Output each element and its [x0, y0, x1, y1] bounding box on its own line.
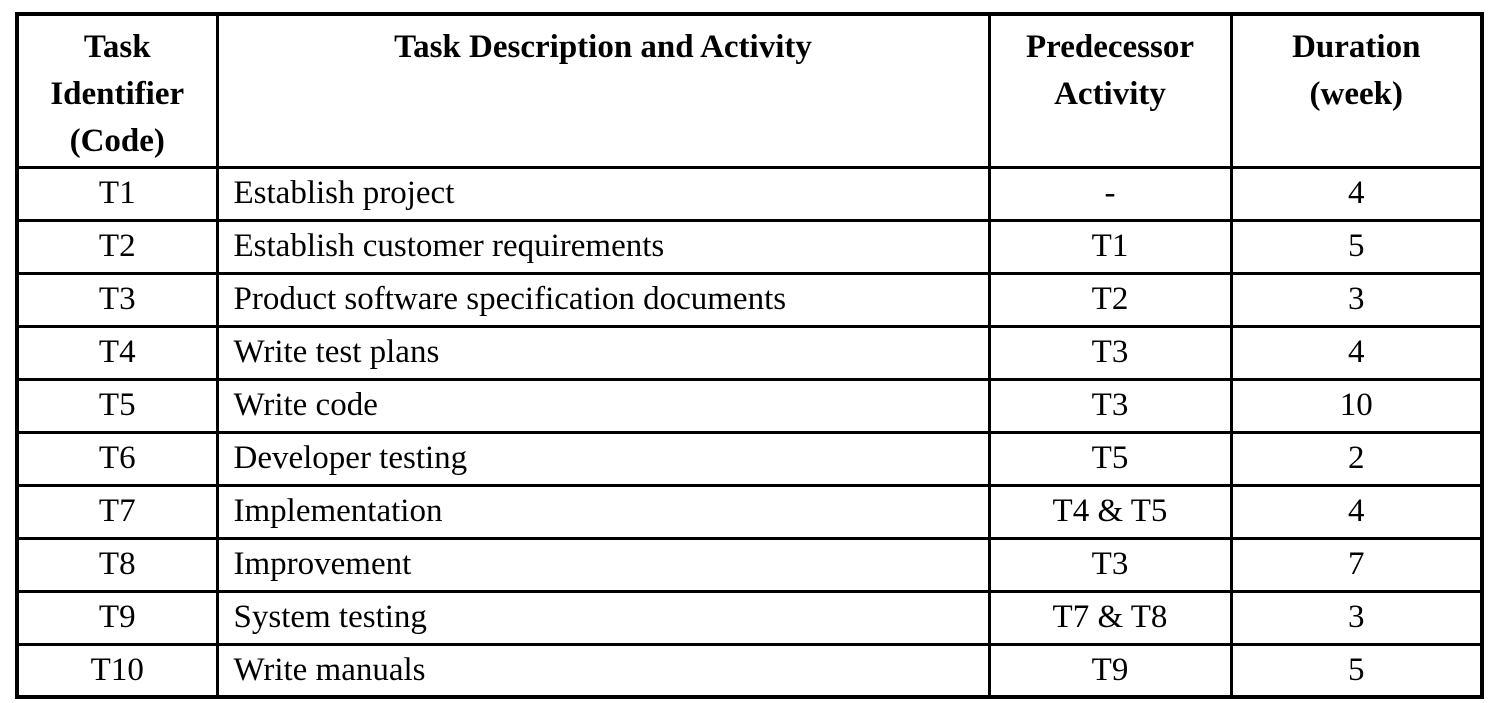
table-row: T10 Write manuals T9 5 — [15, 642, 1484, 699]
predecessor-cell: T1 — [987, 218, 1233, 275]
task-description-cell: Write code — [215, 377, 991, 434]
task-description-cell: Developer testing — [215, 430, 991, 487]
table-row: T1 Establish project - 4 — [15, 165, 1484, 222]
task-description-cell: Write test plans — [215, 324, 991, 381]
task-id-cell: T2 — [15, 218, 219, 275]
task-description-cell: Improvement — [215, 536, 991, 593]
table-row: T2 Establish customer requirements T1 5 — [15, 218, 1484, 275]
header-predecessor-activity: Predecessor Activity — [987, 12, 1233, 169]
predecessor-cell: T9 — [987, 642, 1233, 699]
task-id-cell: T1 — [15, 165, 219, 222]
table-row: T7 Implementation T4 & T5 4 — [15, 483, 1484, 540]
task-id-cell: T6 — [15, 430, 219, 487]
task-description-cell: Establish customer requirements — [215, 218, 991, 275]
predecessor-cell: T5 — [987, 430, 1233, 487]
table-row: T5 Write code T3 10 — [15, 377, 1484, 434]
duration-cell: 7 — [1229, 536, 1484, 593]
predecessor-cell: T7 & T8 — [987, 589, 1233, 646]
table-row: T9 System testing T7 & T8 3 — [15, 589, 1484, 646]
table-row: T3 Product software specification docume… — [15, 271, 1484, 328]
duration-cell: 5 — [1229, 218, 1484, 275]
table-row: T4 Write test plans T3 4 — [15, 324, 1484, 381]
task-schedule-table: Task Identifier (Code) Task Description … — [15, 12, 1484, 700]
task-description-cell: Establish project — [215, 165, 991, 222]
task-description-cell: Product software specification documents — [215, 271, 991, 328]
table-header-row: Task Identifier (Code) Task Description … — [15, 12, 1484, 169]
duration-cell: 3 — [1229, 589, 1484, 646]
task-id-cell: T3 — [15, 271, 219, 328]
table-row: T6 Developer testing T5 2 — [15, 430, 1484, 487]
task-id-cell: T7 — [15, 483, 219, 540]
task-id-cell: T4 — [15, 324, 219, 381]
predecessor-cell: T3 — [987, 377, 1233, 434]
table-row: T8 Improvement T3 7 — [15, 536, 1484, 593]
duration-cell: 5 — [1229, 642, 1484, 699]
task-description-cell: Implementation — [215, 483, 991, 540]
task-id-cell: T5 — [15, 377, 219, 434]
predecessor-cell: - — [987, 165, 1233, 222]
predecessor-cell: T4 & T5 — [987, 483, 1233, 540]
duration-cell: 10 — [1229, 377, 1484, 434]
duration-cell: 4 — [1229, 165, 1484, 222]
task-id-cell: T8 — [15, 536, 219, 593]
duration-cell: 3 — [1229, 271, 1484, 328]
task-description-cell: Write manuals — [215, 642, 991, 699]
header-task-description: Task Description and Activity — [215, 12, 991, 169]
predecessor-cell: T3 — [987, 324, 1233, 381]
predecessor-cell: T2 — [987, 271, 1233, 328]
header-task-identifier: Task Identifier (Code) — [15, 12, 219, 169]
task-id-cell: T10 — [15, 642, 219, 699]
duration-cell: 2 — [1229, 430, 1484, 487]
duration-cell: 4 — [1229, 483, 1484, 540]
predecessor-cell: T3 — [987, 536, 1233, 593]
task-description-cell: System testing — [215, 589, 991, 646]
task-id-cell: T9 — [15, 589, 219, 646]
duration-cell: 4 — [1229, 324, 1484, 381]
header-duration: Duration (week) — [1229, 12, 1484, 169]
